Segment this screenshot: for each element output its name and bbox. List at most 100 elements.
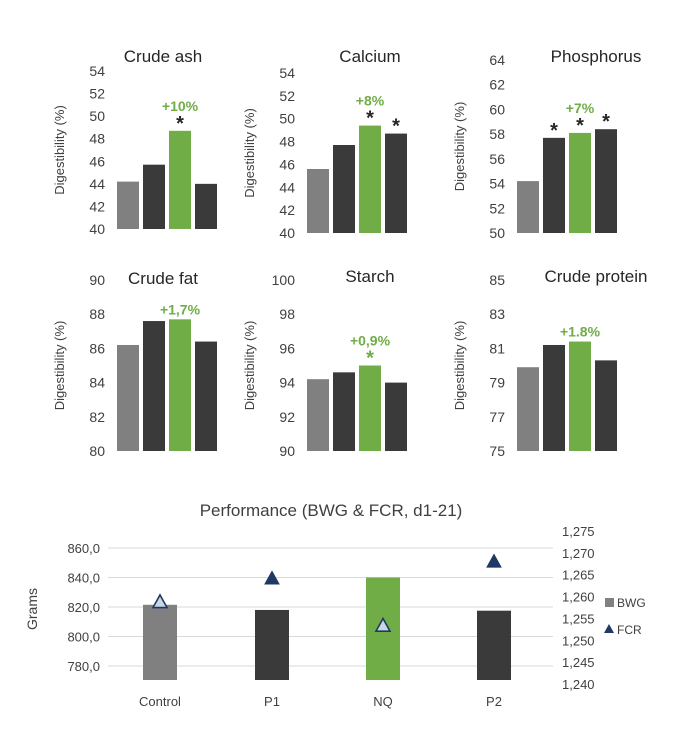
y-tick-label: 50 bbox=[489, 225, 505, 241]
y-tick-label: 54 bbox=[489, 176, 505, 192]
digestibility-panels: Crude ash 54 52 50 48 46 44 42 40 Digestibility (… bbox=[52, 47, 648, 459]
y-tick-label: 40 bbox=[89, 221, 105, 237]
y-tick-label: 56 bbox=[489, 151, 505, 167]
percent-change-annotation: +10% bbox=[162, 98, 199, 114]
y-tick-label: 86 bbox=[89, 340, 105, 356]
category-label: Control bbox=[139, 694, 181, 709]
bar bbox=[359, 365, 381, 451]
bar bbox=[117, 344, 139, 451]
panel-calcium: Calcium 54 52 50 48 46 44 42 40 Digestibility (%)… bbox=[242, 47, 407, 241]
bar bbox=[543, 344, 565, 451]
left-y-tick-label: 780,0 bbox=[67, 659, 100, 674]
bar bbox=[195, 183, 217, 229]
y-tick-label: 60 bbox=[489, 101, 505, 117]
bar bbox=[359, 125, 381, 233]
panel-title: Crude fat bbox=[128, 269, 198, 288]
legend-bwg-swatch bbox=[605, 598, 614, 607]
percent-change-annotation: +1.8% bbox=[560, 324, 601, 340]
y-tick-label: 85 bbox=[489, 272, 505, 288]
bwg-bar bbox=[255, 609, 289, 680]
bar bbox=[517, 367, 539, 451]
bar bbox=[169, 319, 191, 451]
right-y-tick-label: 1,250 bbox=[562, 633, 595, 648]
y-tick-label: 52 bbox=[279, 88, 295, 104]
y-tick-label: 50 bbox=[279, 111, 295, 127]
right-y-tick-label: 1,260 bbox=[562, 590, 595, 605]
fcr-marker bbox=[264, 570, 280, 585]
bar bbox=[333, 372, 355, 451]
y-tick-label: 79 bbox=[489, 375, 505, 391]
y-tick-label: 88 bbox=[89, 306, 105, 322]
bar bbox=[569, 341, 591, 451]
y-tick-label: 52 bbox=[489, 200, 505, 216]
significance-marker: * bbox=[602, 111, 610, 133]
left-y-tick-label: 840,0 bbox=[67, 571, 100, 586]
bar bbox=[195, 341, 217, 451]
legend-fcr-swatch bbox=[604, 624, 614, 633]
y-tick-label: 77 bbox=[489, 409, 505, 425]
y-tick-label: 82 bbox=[89, 409, 105, 425]
legend-bwg-label: BWG bbox=[617, 596, 646, 610]
y-tick-label: 54 bbox=[89, 63, 105, 79]
y-tick-label: 42 bbox=[279, 202, 295, 218]
y-tick-label: 50 bbox=[89, 108, 105, 124]
y-tick-label: 100 bbox=[272, 272, 296, 288]
fcr-marker bbox=[486, 553, 502, 568]
left-y-tick-label: 860,0 bbox=[67, 541, 100, 556]
y-tick-label: 90 bbox=[89, 272, 105, 288]
bar bbox=[569, 132, 591, 233]
y-tick-label: 98 bbox=[279, 306, 295, 322]
panel-title: Starch bbox=[345, 267, 394, 286]
legend-fcr-label: FCR bbox=[617, 623, 642, 637]
performance-chart: Performance (BWG & FCR, d1-21) 860,0 840,0… bbox=[24, 501, 646, 709]
fcr-marker bbox=[374, 616, 392, 632]
significance-marker: * bbox=[176, 113, 184, 135]
y-tick-label: 44 bbox=[89, 176, 105, 192]
y-tick-label: 80 bbox=[89, 443, 105, 459]
significance-marker: * bbox=[550, 120, 558, 142]
significance-marker: * bbox=[366, 108, 374, 130]
y-tick-label: 48 bbox=[89, 131, 105, 147]
performance-y-axis-label: Grams bbox=[24, 588, 40, 630]
y-axis-label: Digestibility (%) bbox=[52, 105, 67, 195]
panel-crude-ash: Crude ash 54 52 50 48 46 44 42 40 Digestibility (… bbox=[52, 47, 217, 237]
y-tick-label: 46 bbox=[279, 156, 295, 172]
y-tick-label: 44 bbox=[279, 179, 295, 195]
bar bbox=[385, 133, 407, 233]
y-tick-label: 54 bbox=[279, 65, 295, 81]
bar bbox=[517, 181, 539, 233]
y-tick-label: 64 bbox=[489, 52, 505, 68]
right-y-tick-label: 1,275 bbox=[562, 524, 595, 539]
panel-title: Crude ash bbox=[124, 47, 202, 66]
y-axis-label: Digestibility (%) bbox=[52, 321, 67, 411]
bar bbox=[307, 379, 329, 451]
right-y-tick-label: 1,245 bbox=[562, 655, 595, 670]
bar bbox=[307, 169, 329, 233]
y-tick-label: 52 bbox=[89, 86, 105, 102]
bar bbox=[333, 145, 355, 233]
y-axis-label: Digestibility (%) bbox=[242, 321, 257, 411]
right-y-tick-label: 1,255 bbox=[562, 611, 595, 626]
y-tick-label: 62 bbox=[489, 77, 505, 93]
y-tick-label: 48 bbox=[279, 134, 295, 150]
y-tick-label: 40 bbox=[279, 225, 295, 241]
y-axis-label: Digestibility (%) bbox=[452, 321, 467, 411]
y-tick-label: 84 bbox=[89, 375, 105, 391]
y-tick-label: 42 bbox=[89, 198, 105, 214]
bar bbox=[595, 360, 617, 451]
bar bbox=[143, 321, 165, 451]
category-label: NQ bbox=[373, 694, 393, 709]
bar bbox=[595, 129, 617, 233]
y-tick-label: 92 bbox=[279, 409, 295, 425]
y-tick-label: 94 bbox=[279, 375, 295, 391]
y-tick-label: 46 bbox=[89, 153, 105, 169]
bar bbox=[169, 130, 191, 229]
y-tick-label: 83 bbox=[489, 306, 505, 322]
significance-marker: * bbox=[366, 348, 374, 370]
performance-title: Performance (BWG & FCR, d1-21) bbox=[200, 501, 463, 520]
y-tick-label: 58 bbox=[489, 126, 505, 142]
y-tick-label: 90 bbox=[279, 443, 295, 459]
y-axis-label: Digestibility (%) bbox=[242, 108, 257, 198]
right-y-tick-label: 1,265 bbox=[562, 568, 595, 583]
